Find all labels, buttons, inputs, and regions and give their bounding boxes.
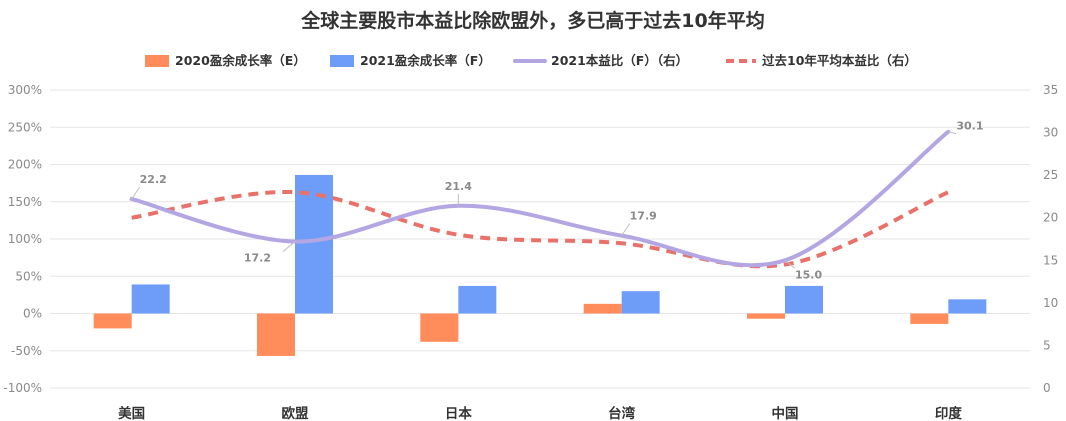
data-labels: 22.2 17.2 21.4 17.9 15.0 30.1 xyxy=(131,120,983,281)
left-tick-label: 100% xyxy=(8,232,42,246)
right-tick-label: 30 xyxy=(1043,126,1058,140)
bars xyxy=(93,174,987,356)
left-tick-label: 50% xyxy=(15,269,42,283)
legend-label-2020: 2020盈余成长率（E） xyxy=(175,53,306,68)
left-axis: 300% 250% 200% 150% 100% 50% 0% -50% -100% xyxy=(3,83,42,395)
legend-swatch-2021 xyxy=(330,55,354,67)
bar xyxy=(131,284,170,314)
bar xyxy=(747,313,785,319)
label-leader xyxy=(784,259,796,269)
line-pe-2021 xyxy=(129,129,951,268)
category-label: 中国 xyxy=(772,405,799,421)
left-tick-label: 150% xyxy=(8,195,42,209)
right-tick-label: 5 xyxy=(1043,338,1051,352)
legend-swatch-2020 xyxy=(145,55,169,67)
left-tick-label: 250% xyxy=(8,120,42,134)
legend-label-pe-2021: 2021本益比（F）（右） xyxy=(551,53,688,68)
data-label: 17.2 xyxy=(244,252,271,265)
data-label: 17.9 xyxy=(630,210,657,223)
label-leader xyxy=(948,131,957,135)
bar xyxy=(420,313,459,342)
category-label: 日本 xyxy=(445,405,472,421)
right-tick-label: 25 xyxy=(1043,168,1058,182)
label-leader xyxy=(131,186,141,200)
bar xyxy=(948,299,987,314)
bar xyxy=(257,313,295,356)
data-label: 30.1 xyxy=(956,120,983,133)
category-label: 印度 xyxy=(935,405,962,421)
label-leader xyxy=(621,223,631,236)
right-tick-label: 20 xyxy=(1043,211,1058,225)
left-tick-label: 0% xyxy=(23,307,42,321)
category-label: 台湾 xyxy=(608,405,635,421)
data-label: 22.2 xyxy=(140,173,167,186)
right-tick-label: 15 xyxy=(1043,253,1058,267)
left-tick-label: -100% xyxy=(3,381,42,395)
right-tick-label: 10 xyxy=(1043,296,1058,310)
bar xyxy=(93,313,132,329)
bar xyxy=(295,174,333,314)
legend-label-2021: 2021盈余成长率（F） xyxy=(360,53,491,68)
chart-title: 全球主要股市本益比除欧盟外，多已高于过去10年平均 xyxy=(300,9,764,32)
legend: 2020盈余成长率（E） 2021盈余成长率（F） 2021本益比（F）（右） … xyxy=(145,53,917,68)
left-tick-label: 200% xyxy=(8,158,42,172)
data-label: 21.4 xyxy=(445,180,472,193)
bar xyxy=(910,313,949,324)
data-label: 15.0 xyxy=(795,268,822,281)
left-tick-label: 300% xyxy=(8,83,42,97)
category-label: 美国 xyxy=(118,405,145,421)
legend-label-pe-avg: 过去10年平均本益比（右） xyxy=(762,53,917,68)
right-tick-label: 35 xyxy=(1043,83,1058,97)
bar xyxy=(785,285,823,314)
left-tick-label: -50% xyxy=(11,344,42,358)
bar xyxy=(583,303,622,314)
right-axis: 35 30 25 20 15 10 5 0 xyxy=(1043,83,1058,395)
bar xyxy=(458,285,497,314)
label-leader xyxy=(282,241,296,252)
lines xyxy=(129,129,951,269)
right-tick-label: 0 xyxy=(1043,381,1051,395)
category-axis: 美国 欧盟 日本 台湾 中国 印度 xyxy=(118,405,962,421)
line-pe-average xyxy=(131,189,950,269)
bar xyxy=(621,291,660,314)
category-label: 欧盟 xyxy=(282,405,309,421)
